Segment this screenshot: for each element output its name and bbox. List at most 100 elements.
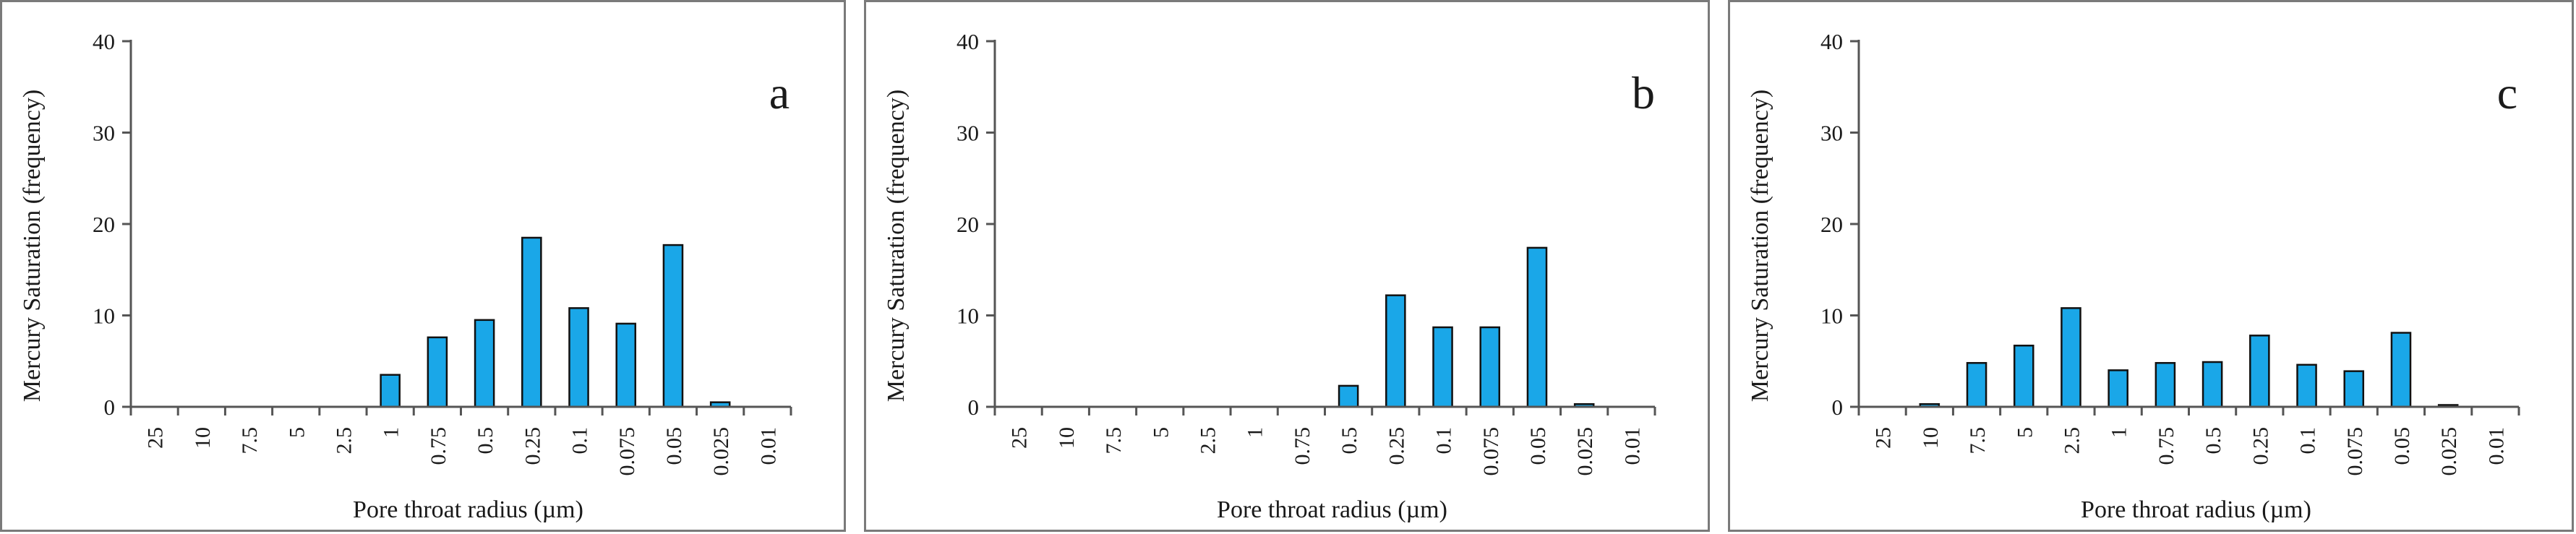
bar-0.5: [474, 319, 495, 408]
x-tick-label: 1: [1244, 427, 1267, 438]
x-tick-label: 0.01: [1620, 427, 1644, 465]
x-tick-label: 7.5: [1966, 427, 1990, 455]
x-tick-label: 0.25: [2248, 427, 2272, 465]
y-tick-label: 10: [1820, 303, 1843, 329]
x-tick-label: 0.01: [2484, 427, 2508, 465]
bars: [1919, 307, 2459, 408]
y-axis-title: Mercury Saturation (frequency): [19, 90, 46, 402]
bar-0.75: [427, 336, 448, 408]
bar-2.5: [2061, 307, 2081, 408]
bar-0.075: [2343, 370, 2365, 408]
y-tick-label: 20: [93, 212, 115, 237]
bar-0.1: [1432, 326, 1453, 408]
x-tick-label: 0.025: [2437, 427, 2461, 476]
bar-0.25: [1385, 294, 1406, 408]
panel-label: a: [769, 67, 790, 119]
x-tick-label: 0.5: [1338, 427, 1361, 455]
bar-0.05: [1526, 246, 1548, 408]
x-tick-label: 2.5: [2060, 427, 2084, 455]
x-tick-label: 0.075: [615, 427, 639, 476]
bar-1: [2108, 369, 2128, 408]
bar-5: [2013, 344, 2034, 408]
y-tick-label: 20: [957, 212, 979, 237]
x-tick-label: 0.75: [1291, 427, 1314, 465]
chart-border: [1728, 0, 2574, 532]
x-tick-label: 0.025: [1573, 427, 1597, 476]
y-tick-label: 0: [1832, 395, 1844, 420]
y-axis-ticks: 0 10 20 30 40: [957, 29, 995, 420]
bar-0.05: [662, 244, 684, 408]
chart-panel-a: 0 10 20 30 40 25 10 7.5 5 2.5 1 0.75 0.5 0.25 0.1 0.075…: [0, 0, 846, 532]
x-tick-label: 0.1: [2296, 427, 2320, 455]
x-tick-label: 2.5: [1196, 427, 1220, 455]
y-tick-label: 20: [1820, 212, 1843, 237]
x-tick-label: 0.25: [1385, 427, 1408, 465]
x-tick-label: 7.5: [238, 427, 262, 455]
x-tick-label: 2.5: [332, 427, 356, 455]
x-tick-label: 25: [1008, 427, 1032, 449]
x-tick-label: 0.05: [1526, 427, 1550, 465]
y-tick-label: 10: [957, 303, 979, 329]
bar-0.25: [2249, 335, 2270, 408]
bars: [1338, 246, 1595, 408]
y-tick-label: 30: [957, 121, 979, 146]
x-axis-title: Pore throat radius (µm): [353, 496, 583, 523]
bar-7.5: [1966, 362, 1987, 408]
bar-0.075: [1479, 326, 1501, 408]
bar-0.75: [2154, 362, 2176, 408]
bar-0.5: [2201, 361, 2223, 408]
x-tick-label: 0.01: [756, 427, 780, 465]
bar-0.5: [1338, 384, 1359, 408]
x-tick-label: 10: [191, 427, 215, 449]
x-tick-label: 1: [2108, 427, 2131, 438]
x-tick-label: 5: [285, 427, 309, 438]
chart-border: [864, 0, 1710, 532]
x-axis-ticks: 25 10 7.5 5 2.5 1 0.75 0.5 0.25 0.1 0.075 0.05 0.025…: [1857, 407, 2520, 476]
x-axis-title: Pore throat radius (µm): [1217, 496, 1447, 523]
panel-label: c: [2497, 67, 2517, 119]
y-tick-label: 10: [93, 303, 115, 329]
x-tick-label: 0.05: [2390, 427, 2414, 465]
x-tick-label: 25: [1872, 427, 1896, 449]
x-tick-label: 10: [1919, 427, 1943, 449]
x-tick-label: 0.5: [2201, 427, 2225, 455]
x-tick-label: 0.25: [521, 427, 544, 465]
x-tick-label: 0.05: [662, 427, 686, 465]
chart-panel-c: 0 10 20 30 40 25 10 7.5 5 2.5 1 0.75 0.5 0.25 0.1 0.075…: [1728, 0, 2574, 532]
bars: [380, 236, 731, 408]
x-tick-label: 0.075: [1479, 427, 1503, 476]
x-tick-label: 0.75: [2154, 427, 2178, 465]
x-tick-label: 1: [380, 427, 403, 438]
x-tick-label: 0.5: [474, 427, 497, 455]
x-axis-title: Pore throat radius (µm): [2081, 496, 2311, 523]
y-axis-title: Mercury Saturation (frequency): [1747, 90, 1773, 402]
x-tick-label: 10: [1055, 427, 1079, 449]
bar-0.1: [2296, 363, 2317, 408]
y-tick-label: 30: [1820, 121, 1843, 146]
x-tick-label: 25: [144, 427, 168, 449]
x-axis-ticks: 25 10 7.5 5 2.5 1 0.75 0.5 0.25 0.1 0.075 0.05 0.025…: [129, 407, 792, 476]
bar-0.25: [521, 236, 542, 408]
chart-panel-b: 0 10 20 30 40 25 10 7.5 5 2.5 1 0.75 0.5 0.25 0.1 0.075…: [864, 0, 1710, 532]
bar-0.075: [615, 322, 637, 408]
x-tick-label: 7.5: [1102, 427, 1126, 455]
bar-0.1: [568, 307, 589, 408]
x-tick-label: 5: [2013, 427, 2037, 438]
y-tick-label: 30: [93, 121, 115, 146]
y-tick-label: 0: [104, 395, 116, 420]
x-tick-label: 0.075: [2343, 427, 2367, 476]
bar-1: [380, 374, 401, 408]
x-tick-label: 0.1: [1432, 427, 1456, 455]
panel-label: b: [1632, 67, 1655, 119]
y-tick-label: 40: [957, 29, 979, 54]
y-axis-ticks: 0 10 20 30 40: [93, 29, 131, 420]
bar-0.05: [2390, 332, 2412, 408]
x-tick-label: 0.1: [568, 427, 592, 455]
x-tick-label: 0.025: [709, 427, 733, 476]
y-tick-label: 40: [1820, 29, 1843, 54]
x-axis-ticks: 25 10 7.5 5 2.5 1 0.75 0.5 0.25 0.1 0.075 0.05 0.025…: [993, 407, 1656, 476]
x-tick-label: 5: [1149, 427, 1173, 438]
y-axis-title: Mercury Saturation (frequency): [883, 90, 910, 402]
y-tick-label: 40: [93, 29, 115, 54]
